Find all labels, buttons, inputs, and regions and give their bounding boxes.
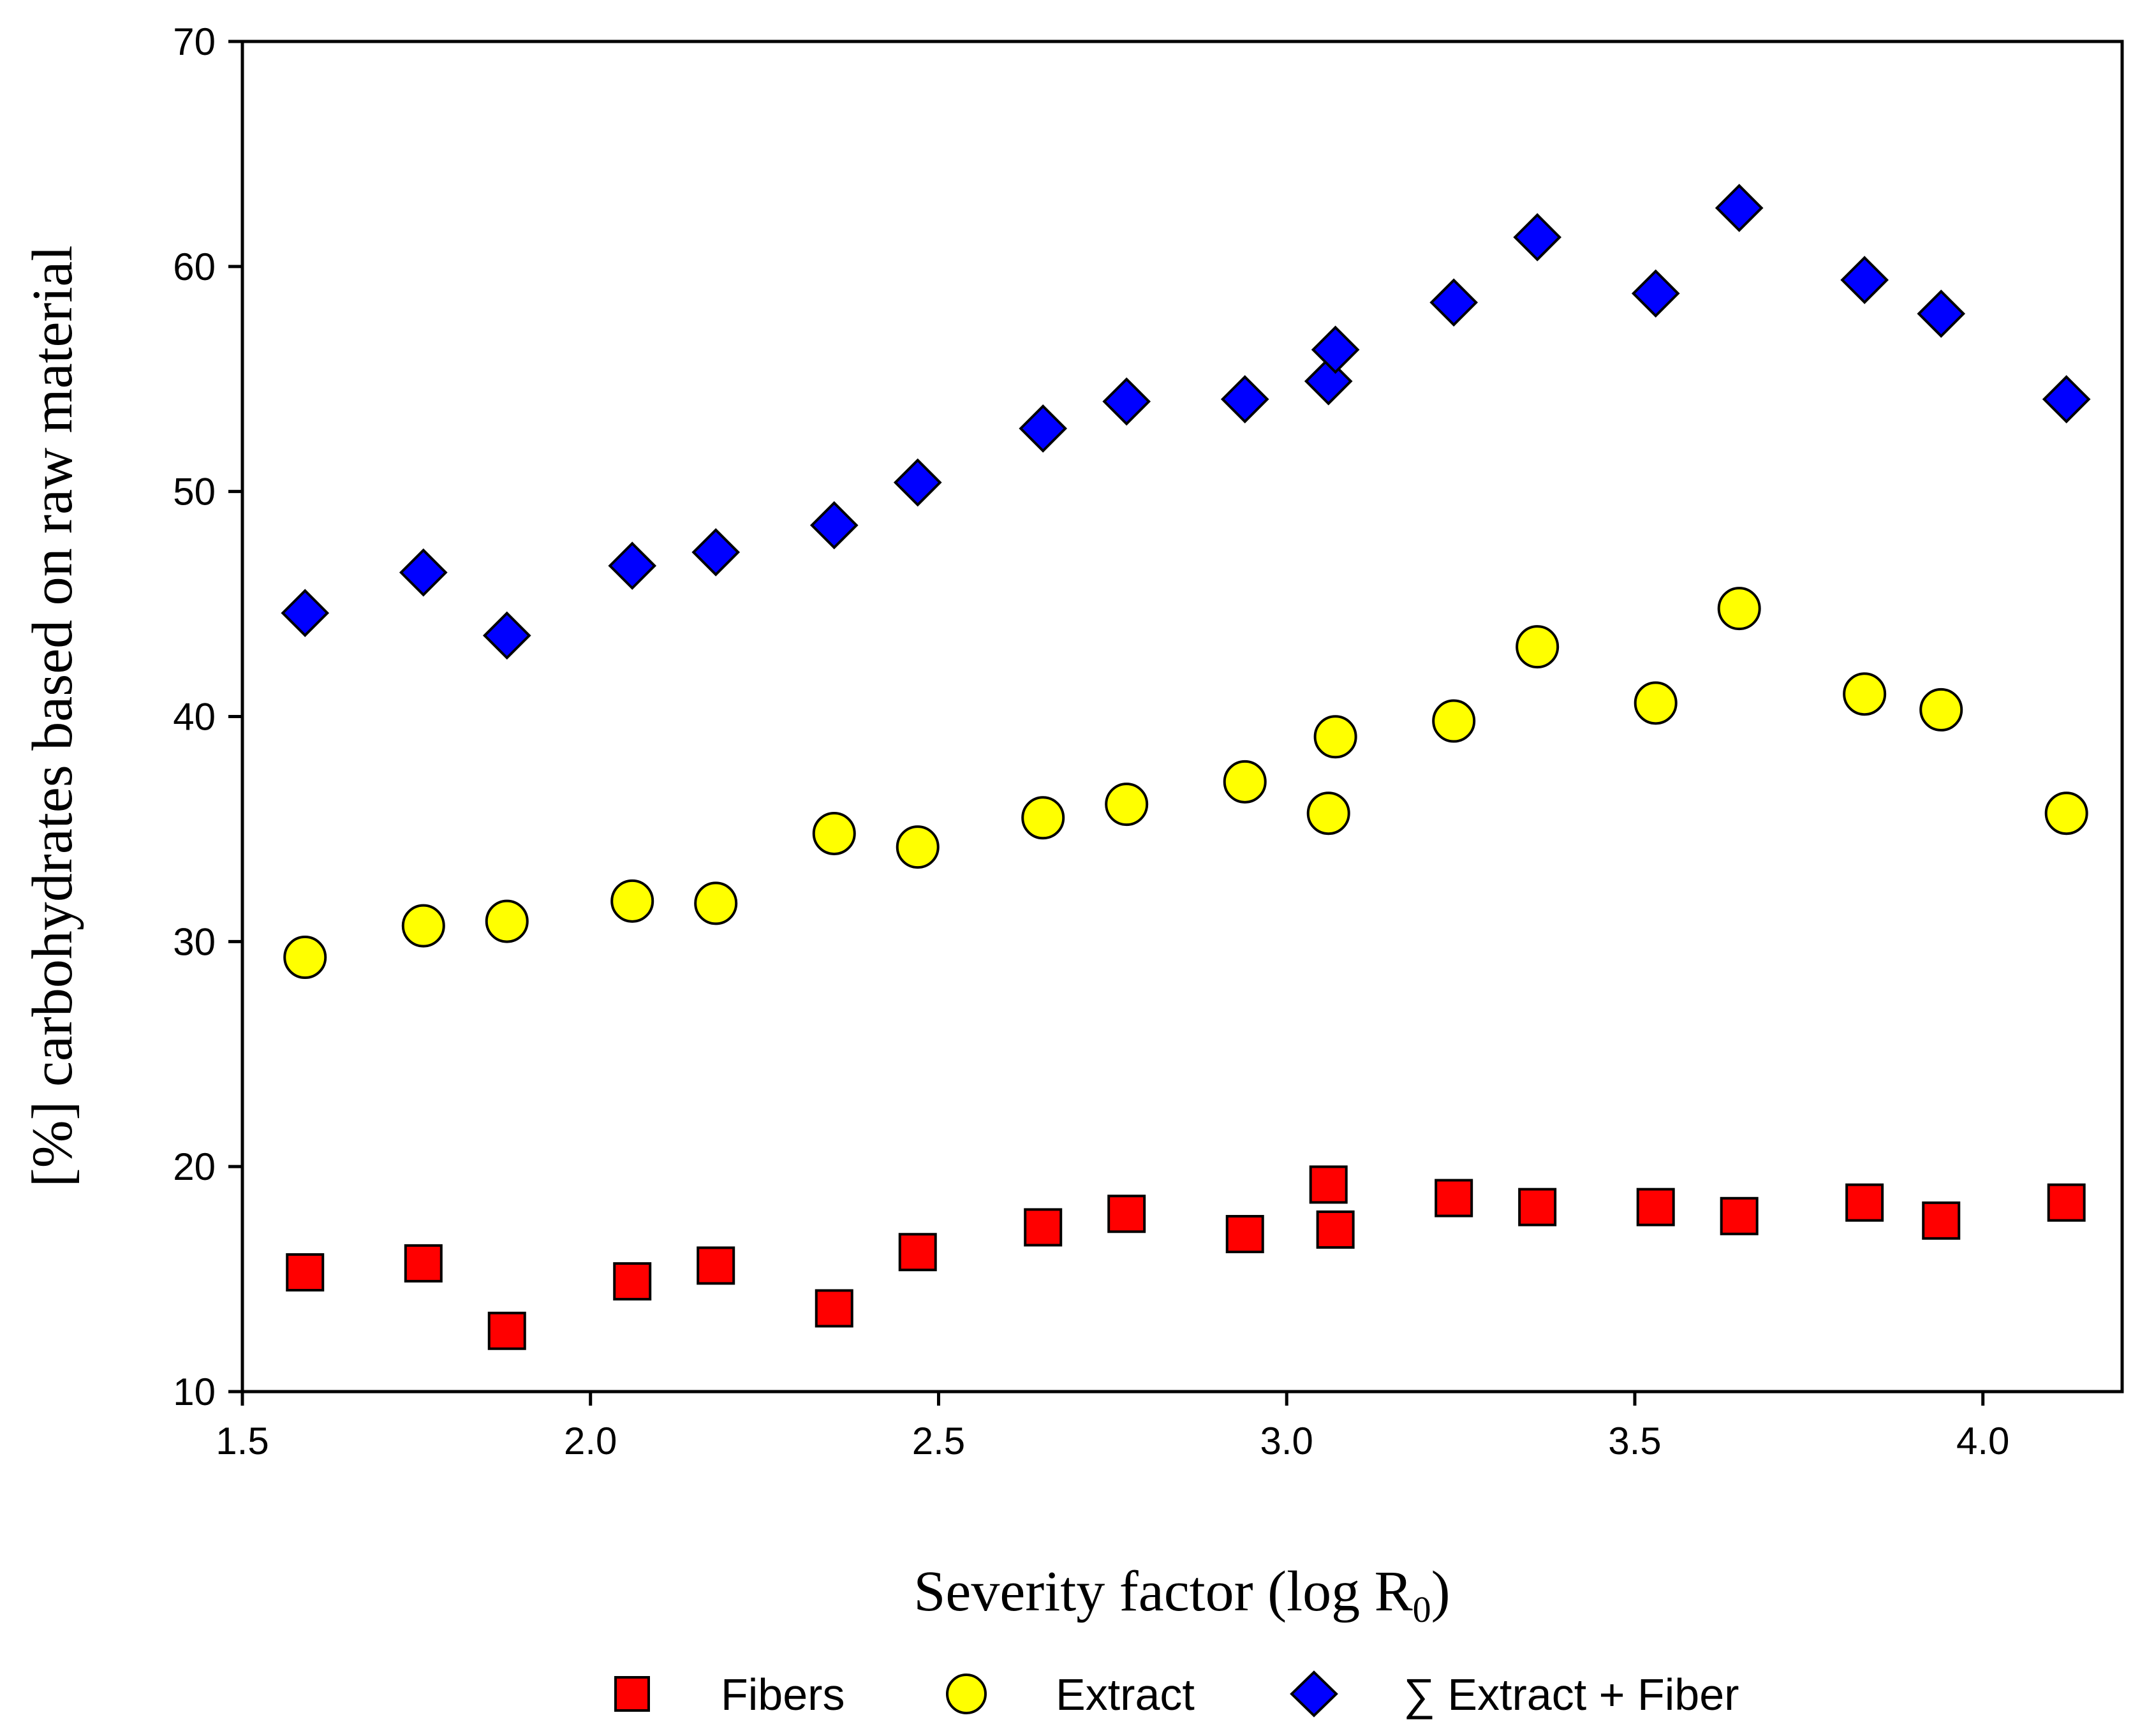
point-sum xyxy=(1311,325,1360,374)
legend-marker-fibers xyxy=(614,1676,650,1712)
x-tick-label: 2.5 xyxy=(912,1420,965,1462)
x-axis-title-subscript: 0 xyxy=(1413,1589,1431,1630)
point-fibers xyxy=(1309,1165,1348,1204)
point-fibers xyxy=(1922,1201,1961,1240)
legend-marker-extract xyxy=(946,1673,987,1714)
plot-frame xyxy=(240,40,2124,1394)
point-extract xyxy=(1306,791,1350,835)
point-fibers xyxy=(1024,1208,1063,1247)
point-sum xyxy=(1840,256,1889,304)
y-tick-label: 40 xyxy=(173,696,216,739)
point-extract xyxy=(1516,625,1560,669)
point-extract xyxy=(1313,715,1357,759)
point-fibers xyxy=(1107,1195,1146,1233)
point-extract xyxy=(1432,699,1476,743)
point-fibers xyxy=(1518,1188,1557,1226)
legend-label-fibers: Fibers xyxy=(721,1670,845,1719)
point-sum xyxy=(1631,269,1680,318)
y-axis: 10 20 30 40 50 60 70 xyxy=(173,20,242,1413)
point-extract xyxy=(1021,796,1065,840)
x-tick-label: 4.0 xyxy=(1956,1420,2009,1462)
point-extract xyxy=(694,881,738,925)
point-sum xyxy=(1513,213,1561,261)
point-sum xyxy=(809,501,859,550)
point-fibers xyxy=(1435,1179,1473,1217)
point-sum xyxy=(281,589,330,638)
point-extract xyxy=(1223,760,1267,804)
x-axis: 1.5 2.0 2.5 3.0 3.5 4.0 xyxy=(216,1392,2009,1462)
x-axis-title: Severity factor (log R0) xyxy=(913,1560,1450,1630)
point-extract xyxy=(1717,587,1761,631)
y-tick-label: 10 xyxy=(173,1371,216,1413)
point-fibers xyxy=(2047,1183,2086,1222)
y-tick-label: 20 xyxy=(173,1145,216,1188)
point-fibers xyxy=(898,1233,937,1272)
x-tick-label: 2.0 xyxy=(564,1420,617,1462)
point-sum xyxy=(399,548,448,597)
legend: Fibers Extract ∑ Extract + Fiber xyxy=(614,1670,1739,1719)
point-extract xyxy=(1919,688,1963,732)
point-fibers xyxy=(1316,1210,1355,1249)
point-extract xyxy=(2044,791,2088,835)
point-sum xyxy=(1715,184,1764,232)
point-extract xyxy=(1105,783,1149,827)
point-extract xyxy=(485,899,529,943)
legend-label-sum: ∑ Extract + Fiber xyxy=(1403,1670,1739,1719)
legend-marker-sum xyxy=(1290,1670,1338,1718)
y-tick-label: 60 xyxy=(173,246,216,288)
point-fibers xyxy=(1845,1183,1884,1222)
point-sum xyxy=(1220,375,1269,423)
y-tick-label: 50 xyxy=(173,471,216,513)
point-fibers xyxy=(613,1262,652,1301)
x-axis-title-main: Severity factor (log R xyxy=(913,1560,1412,1623)
point-extract xyxy=(283,936,327,980)
point-sum xyxy=(1304,357,1353,406)
point-sum xyxy=(1102,377,1151,426)
point-extract xyxy=(812,811,856,855)
point-fibers xyxy=(487,1311,526,1350)
y-axis-title: [%] carbohydrates based on raw material xyxy=(21,246,84,1188)
point-extract xyxy=(1634,681,1678,725)
data-points xyxy=(281,184,2091,1350)
legend-label-extract: Extract xyxy=(1056,1670,1195,1719)
point-fibers xyxy=(697,1246,735,1285)
point-fibers xyxy=(286,1253,325,1291)
point-sum xyxy=(1429,278,1479,327)
point-extract xyxy=(896,825,940,869)
point-sum xyxy=(1019,404,1068,453)
point-fibers xyxy=(404,1244,443,1283)
point-sum xyxy=(1917,290,1966,338)
x-tick-label: 3.5 xyxy=(1608,1420,1661,1462)
point-extract xyxy=(401,904,445,948)
point-fibers xyxy=(1720,1196,1759,1235)
point-extract xyxy=(1843,672,1887,716)
x-tick-label: 1.5 xyxy=(216,1420,269,1462)
point-extract xyxy=(610,879,654,923)
point-sum xyxy=(691,528,741,577)
y-tick-label: 70 xyxy=(173,20,216,63)
x-tick-label: 3.0 xyxy=(1260,1420,1313,1462)
point-sum xyxy=(608,541,657,590)
point-fibers xyxy=(1225,1215,1264,1254)
x-axis-title-suffix: ) xyxy=(1431,1560,1450,1623)
point-fibers xyxy=(1636,1188,1675,1226)
point-sum xyxy=(482,611,531,660)
y-tick-label: 30 xyxy=(173,920,216,963)
point-sum xyxy=(893,458,942,507)
point-sum xyxy=(2042,375,2091,423)
point-fibers xyxy=(815,1289,853,1328)
